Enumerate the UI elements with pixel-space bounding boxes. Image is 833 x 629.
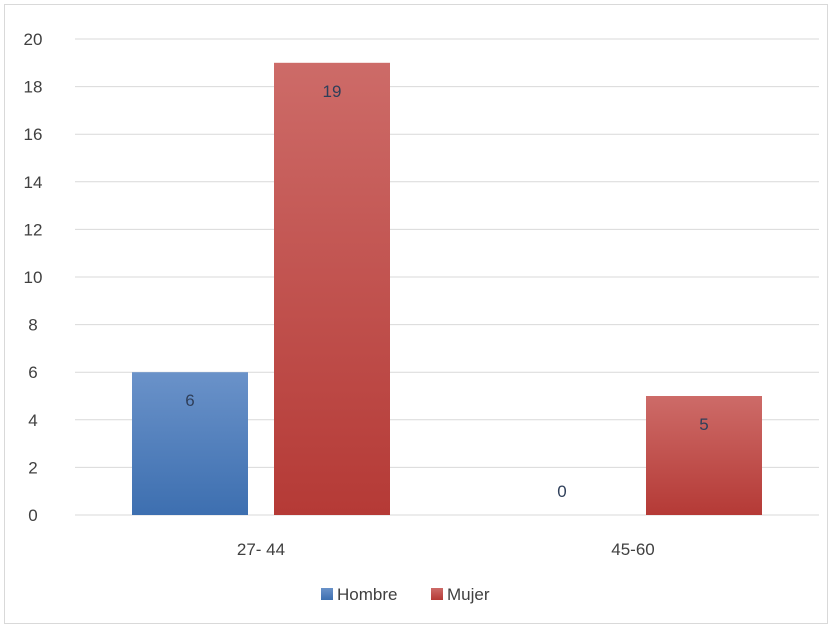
- x-axis: 27- 44 45-60: [237, 540, 655, 559]
- y-tick-label: 2: [28, 458, 37, 477]
- bar-mujer-1: [646, 396, 762, 515]
- data-label: 0: [557, 482, 566, 501]
- x-category-label: 45-60: [611, 540, 654, 559]
- y-tick-label: 20: [24, 30, 43, 49]
- y-tick-label: 14: [24, 173, 43, 192]
- bar-chart: 0 2 4 6 8 10 12 14 16 18 20 6 19 0 5 27- 44 45-60 Homb…: [24, 30, 819, 604]
- y-tick-label: 10: [24, 268, 43, 287]
- y-tick-label: 12: [24, 220, 43, 239]
- y-tick-label: 4: [28, 411, 37, 430]
- data-labels: 6 19 0 5: [185, 82, 708, 501]
- chart-frame: 0 2 4 6 8 10 12 14 16 18 20 6 19 0 5 27- 44 45-60 Homb…: [4, 4, 828, 624]
- bar-hombre-0: [132, 372, 248, 515]
- legend-swatch-hombre: [321, 588, 333, 600]
- y-tick-label: 16: [24, 125, 43, 144]
- legend-label-mujer: Mujer: [447, 585, 490, 604]
- data-label: 5: [699, 415, 708, 434]
- legend-swatch-mujer: [431, 588, 443, 600]
- y-tick-label: 18: [24, 78, 43, 97]
- data-label: 19: [323, 82, 342, 101]
- data-label: 6: [185, 391, 194, 410]
- bars: [132, 62, 762, 516]
- legend: Hombre Mujer: [321, 585, 490, 604]
- y-tick-label: 0: [28, 506, 37, 525]
- x-category-label: 27- 44: [237, 540, 285, 559]
- y-tick-label: 6: [28, 363, 37, 382]
- y-tick-label: 8: [28, 316, 37, 335]
- bar-mujer-0: [274, 62, 390, 516]
- legend-label-hombre: Hombre: [337, 585, 397, 604]
